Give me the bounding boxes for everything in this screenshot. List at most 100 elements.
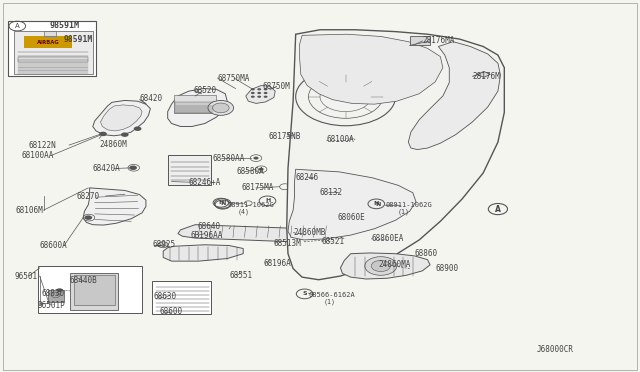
Text: 98591M: 98591M bbox=[49, 21, 79, 30]
Text: (4): (4) bbox=[238, 208, 250, 215]
Text: 68580AA: 68580AA bbox=[212, 154, 245, 163]
Circle shape bbox=[251, 88, 255, 90]
Polygon shape bbox=[300, 34, 443, 104]
Text: 68600: 68600 bbox=[160, 307, 183, 316]
Text: 24860MB: 24860MB bbox=[293, 228, 326, 237]
Circle shape bbox=[99, 132, 107, 136]
Bar bbox=[24, 36, 72, 48]
Text: 24860MA: 24860MA bbox=[379, 260, 412, 269]
Text: 68900: 68900 bbox=[435, 264, 458, 273]
Text: 08566-6162A: 08566-6162A bbox=[308, 292, 355, 298]
Circle shape bbox=[344, 135, 349, 138]
Polygon shape bbox=[340, 253, 430, 279]
Text: 68860: 68860 bbox=[415, 249, 438, 258]
Polygon shape bbox=[288, 169, 416, 240]
Circle shape bbox=[212, 103, 229, 113]
Polygon shape bbox=[477, 71, 490, 77]
Bar bbox=[175, 102, 214, 113]
Circle shape bbox=[257, 96, 261, 98]
Text: 68750MA: 68750MA bbox=[218, 74, 250, 83]
Text: 28176M: 28176M bbox=[472, 72, 500, 81]
Circle shape bbox=[208, 100, 234, 115]
Text: 68122N: 68122N bbox=[29, 141, 56, 150]
Circle shape bbox=[371, 260, 390, 272]
Bar bbox=[74, 275, 115, 305]
Text: 28176MA: 28176MA bbox=[422, 36, 455, 45]
Polygon shape bbox=[83, 188, 146, 225]
Circle shape bbox=[259, 168, 264, 171]
Text: 08911-1062G: 08911-1062G bbox=[227, 202, 274, 208]
Circle shape bbox=[121, 132, 129, 137]
Circle shape bbox=[264, 88, 268, 90]
Text: 68132: 68132 bbox=[320, 188, 343, 197]
Text: A: A bbox=[495, 205, 501, 214]
Bar bbox=[44, 31, 56, 36]
Text: 68175NB: 68175NB bbox=[269, 132, 301, 141]
Text: 24860M: 24860M bbox=[99, 140, 127, 149]
Circle shape bbox=[253, 157, 259, 160]
Text: 68520: 68520 bbox=[193, 86, 216, 95]
Text: H: H bbox=[265, 198, 270, 203]
Text: 68420: 68420 bbox=[140, 94, 163, 103]
Text: 68060E: 68060E bbox=[338, 213, 365, 222]
Circle shape bbox=[305, 175, 310, 178]
Polygon shape bbox=[168, 89, 227, 126]
Text: 68270: 68270 bbox=[77, 192, 100, 201]
Polygon shape bbox=[287, 30, 504, 280]
Text: 96501P: 96501P bbox=[37, 301, 65, 310]
Bar bbox=[168, 155, 211, 185]
Text: 68175MA: 68175MA bbox=[242, 183, 275, 192]
Bar bbox=[48, 290, 64, 302]
Text: 68246+A: 68246+A bbox=[189, 178, 221, 187]
Circle shape bbox=[251, 92, 255, 94]
Text: 68100A: 68100A bbox=[326, 135, 354, 144]
Circle shape bbox=[251, 96, 255, 98]
Text: A: A bbox=[15, 23, 20, 29]
Circle shape bbox=[257, 88, 261, 90]
Polygon shape bbox=[93, 100, 150, 136]
Polygon shape bbox=[408, 42, 500, 150]
Text: 96501: 96501 bbox=[14, 272, 37, 280]
Circle shape bbox=[84, 215, 92, 220]
Text: 68860EA: 68860EA bbox=[371, 234, 404, 243]
Text: 68640: 68640 bbox=[197, 222, 220, 231]
Circle shape bbox=[134, 126, 141, 131]
Text: 6B196AA: 6B196AA bbox=[191, 231, 223, 240]
Polygon shape bbox=[163, 245, 243, 261]
Polygon shape bbox=[178, 225, 338, 243]
Bar bbox=[174, 95, 216, 113]
Text: J68000CR: J68000CR bbox=[536, 345, 573, 354]
Text: N: N bbox=[220, 201, 225, 206]
Bar bbox=[152, 281, 211, 314]
Text: 68420A: 68420A bbox=[93, 164, 120, 173]
Circle shape bbox=[264, 92, 268, 94]
Text: 68246: 68246 bbox=[296, 173, 319, 182]
Text: 68100AA: 68100AA bbox=[21, 151, 54, 160]
Text: H: H bbox=[218, 200, 223, 205]
Text: N: N bbox=[374, 201, 379, 206]
Text: 68750M: 68750M bbox=[262, 82, 290, 91]
Bar bbox=[38, 266, 142, 313]
Text: 68830: 68830 bbox=[42, 289, 65, 298]
Text: 68600A: 68600A bbox=[40, 241, 67, 250]
Circle shape bbox=[257, 92, 261, 94]
Polygon shape bbox=[246, 86, 275, 103]
Text: 68551: 68551 bbox=[229, 271, 252, 280]
Text: 68925: 68925 bbox=[152, 240, 175, 249]
Bar bbox=[410, 36, 430, 45]
Text: (1): (1) bbox=[323, 298, 335, 305]
Circle shape bbox=[264, 96, 268, 98]
Text: 08911-1062G: 08911-1062G bbox=[385, 202, 432, 208]
Text: S: S bbox=[302, 291, 307, 296]
Circle shape bbox=[56, 288, 63, 292]
Polygon shape bbox=[100, 105, 142, 131]
Text: N: N bbox=[375, 202, 380, 207]
Bar bbox=[18, 57, 88, 62]
Text: 68196A: 68196A bbox=[264, 259, 291, 268]
Text: 68513M: 68513M bbox=[274, 239, 301, 248]
Circle shape bbox=[365, 257, 397, 275]
Circle shape bbox=[158, 242, 168, 248]
Text: (1): (1) bbox=[398, 208, 410, 215]
Text: 68521: 68521 bbox=[321, 237, 344, 246]
Text: 68106M: 68106M bbox=[16, 206, 44, 215]
